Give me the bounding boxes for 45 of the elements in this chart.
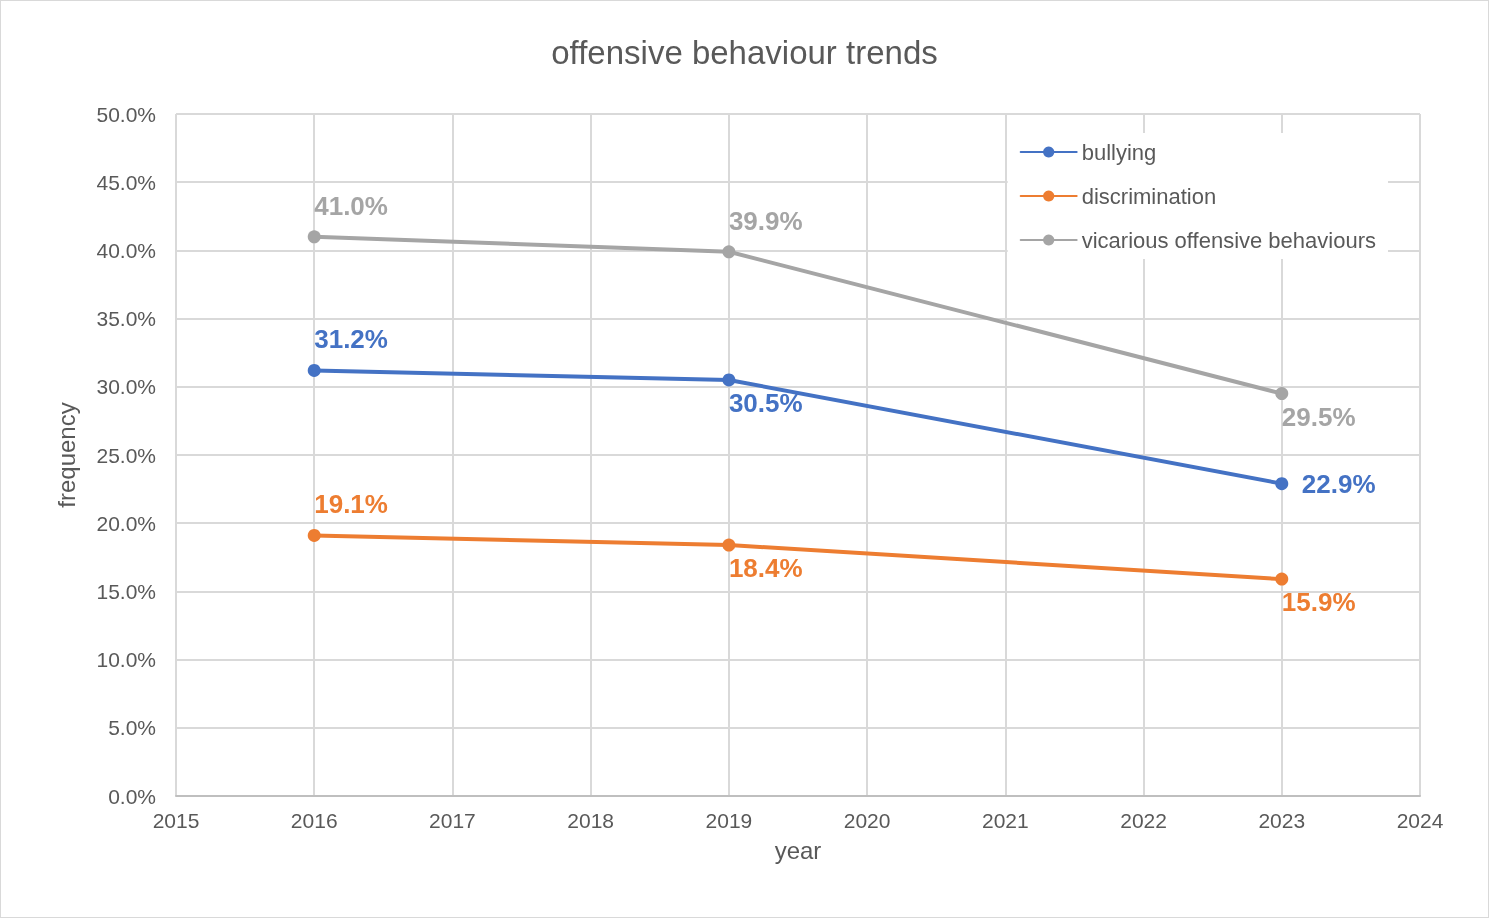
point <box>722 373 736 387</box>
data-label: 39.9% <box>728 205 803 236</box>
y-tick-label: 5.0% <box>108 716 156 740</box>
x-tick-label: 2024 <box>1396 809 1444 832</box>
data-label: 18.4% <box>728 553 803 584</box>
x-tick-label: 2019 <box>705 809 753 832</box>
y-tick-label: 35.0% <box>96 307 156 331</box>
x-tick-label: 2018 <box>567 809 615 832</box>
y-tick-label: 30.0% <box>96 375 156 399</box>
y-tick-label: 15.0% <box>96 579 156 603</box>
point <box>307 528 321 542</box>
data-label: 19.1% <box>314 489 388 520</box>
y-tick-label: 20.0% <box>96 511 156 535</box>
y-tick-label: 40.0% <box>96 238 156 262</box>
data-label: 31.2% <box>314 324 388 355</box>
legend-label: discrimination <box>1081 183 1217 209</box>
point <box>307 230 321 244</box>
x-tick-label: 2020 <box>843 809 891 832</box>
point <box>1275 387 1289 401</box>
data-label: 41.0% <box>314 190 388 221</box>
point <box>722 538 736 552</box>
y-tick-label: 25.0% <box>96 443 156 467</box>
x-tick-label: 2015 <box>152 809 200 832</box>
data-label: 15.9% <box>1281 587 1356 618</box>
y-tick-label: 50.0% <box>96 102 156 126</box>
x-tick-label: 2022 <box>1120 809 1167 832</box>
point <box>307 363 321 377</box>
point <box>722 245 736 259</box>
y-tick-label: 10.0% <box>96 648 156 672</box>
data-label: 22.9% <box>1301 468 1376 499</box>
x-tick-label: 2023 <box>1258 809 1306 832</box>
x-axis-title: year <box>774 836 822 864</box>
y-tick-label: 45.0% <box>96 170 156 194</box>
chart-title: offensive behaviour trends <box>551 34 938 71</box>
point <box>1275 477 1289 491</box>
legend-label: vicarious offensive behaviours <box>1081 227 1377 253</box>
point <box>1275 572 1289 586</box>
data-label: 30.5% <box>728 387 803 418</box>
y-tick-label: 0.0% <box>108 784 156 808</box>
x-tick-label: 2016 <box>290 809 338 832</box>
x-tick-label: 2017 <box>429 809 476 832</box>
x-tick-label: 2021 <box>981 809 1029 832</box>
legend-label: bullying <box>1081 139 1157 165</box>
data-label: 29.5% <box>1281 401 1356 432</box>
y-axis-title: frequency <box>52 402 80 508</box>
